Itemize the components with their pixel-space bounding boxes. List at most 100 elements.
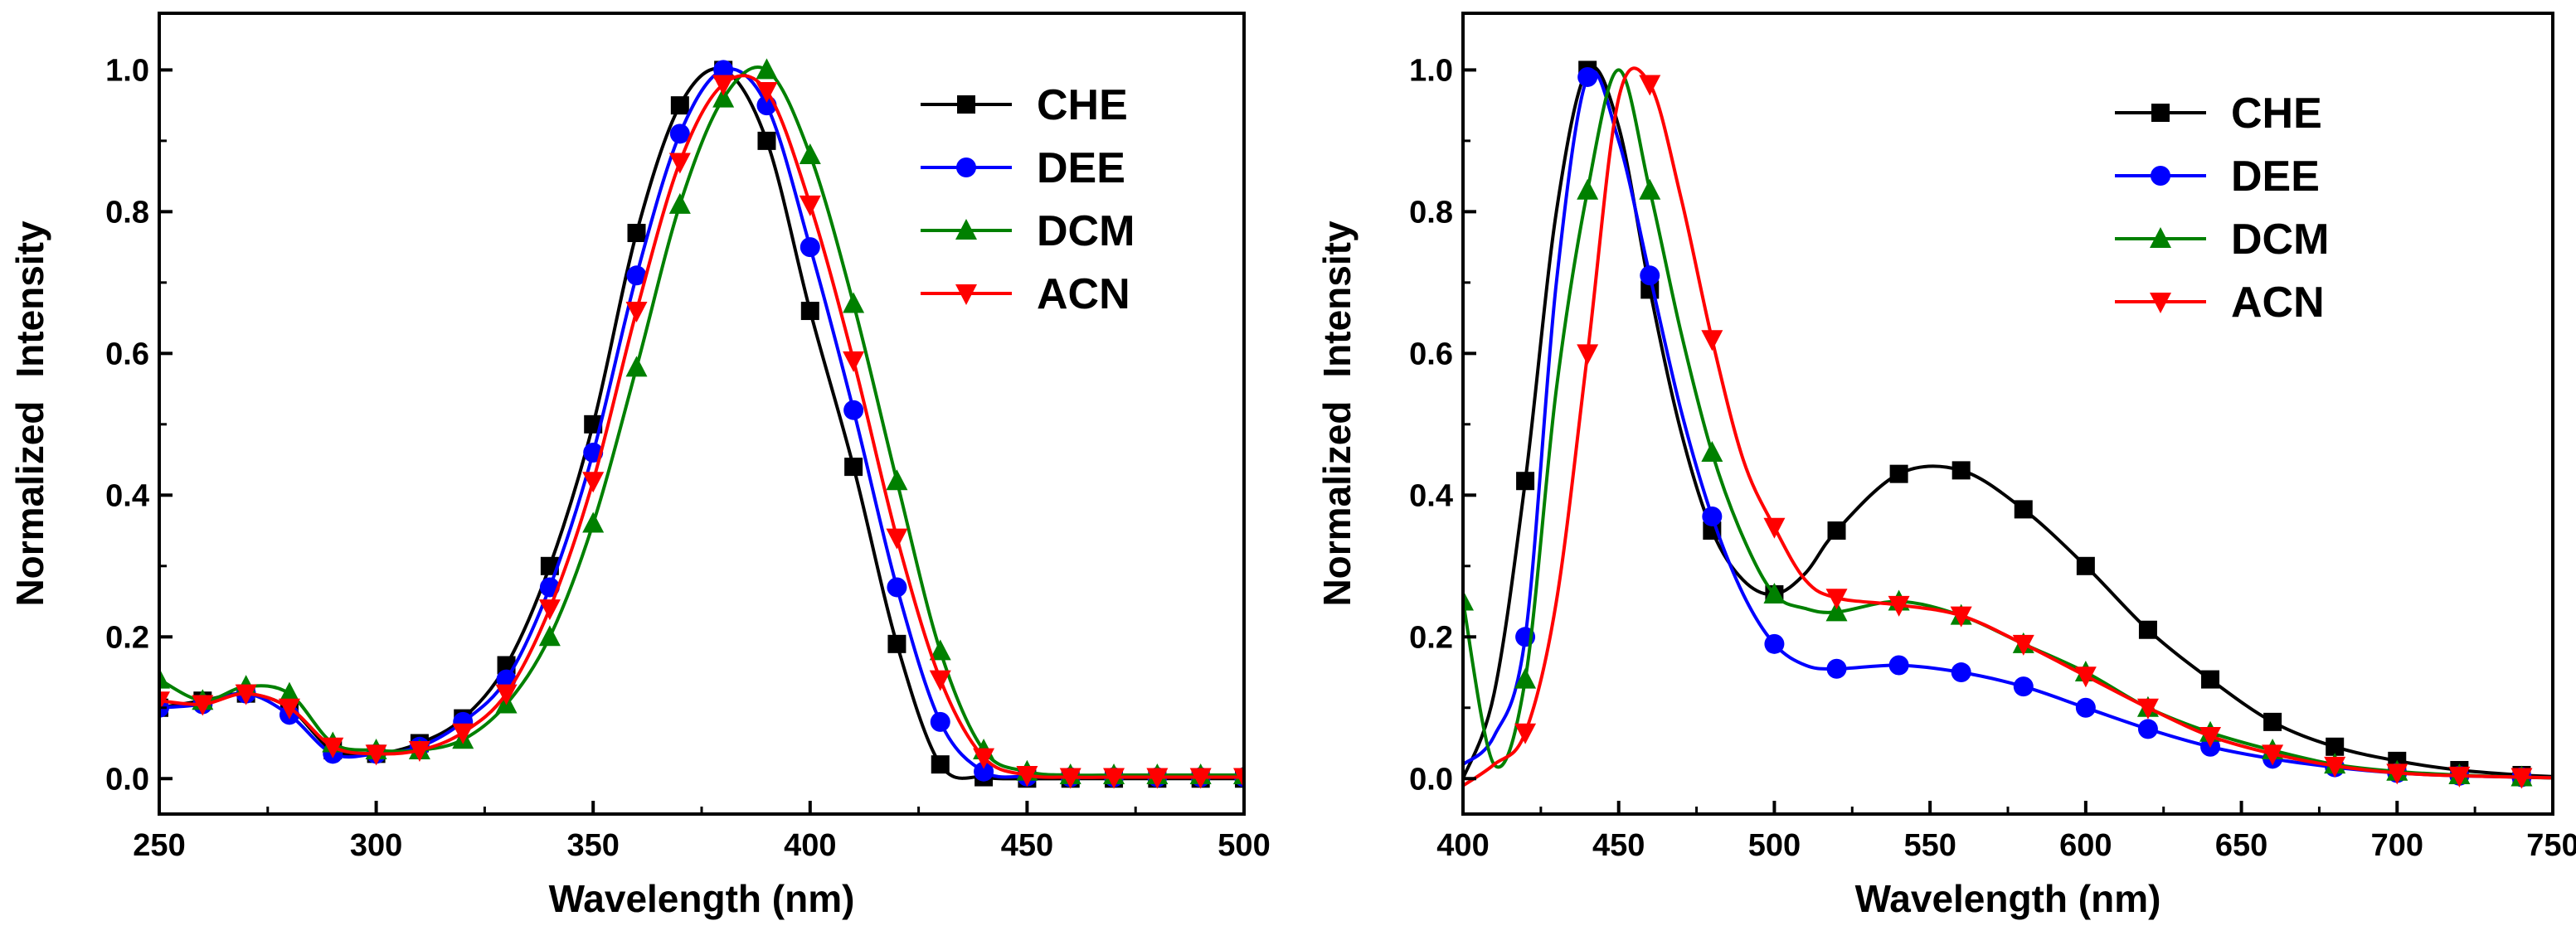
data-point-che: [757, 131, 776, 150]
data-point-acn: [1059, 768, 1081, 789]
legend-item-che: CHE: [921, 81, 1128, 129]
data-point-dcm: [1463, 589, 1474, 611]
legend-marker: [2150, 293, 2171, 313]
data-point-acn: [1103, 768, 1125, 789]
data-point-che: [1889, 464, 1908, 483]
data-point-acn: [1146, 768, 1169, 789]
data-point-acn: [929, 670, 951, 691]
legend-marker: [2151, 166, 2170, 186]
legend-marker: [957, 95, 975, 114]
legend-label: DEE: [2231, 153, 2320, 201]
data-point-acn: [452, 723, 474, 744]
data-point-dee: [2075, 697, 2096, 718]
y-tick-label: 0.2: [1409, 620, 1453, 655]
data-point-acn: [365, 744, 387, 766]
x-tick-label: 600: [2059, 828, 2112, 863]
legend-label: DEE: [1037, 144, 1125, 192]
data-point-dcm: [1701, 441, 1723, 463]
data-point-che: [627, 224, 646, 243]
data-point-dee: [887, 577, 907, 598]
data-point-acn: [1763, 517, 1786, 539]
chart-panel-emission: 400 450 500 550 600 650 700 750 0.0 0.2 0.4 0.6 0.8 1…: [1315, 12, 2576, 920]
data-point-che: [2201, 670, 2220, 689]
series-dcm: [1463, 68, 2553, 787]
y-axis-title: Normalized Intensity: [1315, 221, 1358, 607]
data-point-acn: [886, 528, 908, 550]
y-tick-label: 0.4: [105, 478, 149, 513]
data-point-dee: [1577, 66, 1598, 87]
data-point-dee: [1826, 658, 1847, 679]
data-point-acn: [1825, 589, 1848, 610]
data-point-dee: [1640, 265, 1660, 286]
data-point-dee: [713, 60, 734, 80]
y-tick-label: 1.0: [105, 53, 149, 88]
y-tick-label: 0.8: [105, 195, 149, 230]
data-point-acn: [2012, 634, 2034, 656]
data-point-acn: [278, 698, 300, 720]
legend-marker: [2151, 104, 2170, 122]
data-point-acn: [843, 351, 865, 372]
series-line-che: [1463, 65, 2553, 780]
data-point-acn: [2074, 666, 2097, 688]
data-point-che: [844, 458, 863, 477]
series-acn: [159, 74, 1244, 789]
data-point-dee: [669, 124, 690, 144]
legend-marker: [955, 284, 977, 305]
data-point-che: [2014, 500, 2033, 519]
data-point-acn: [582, 472, 605, 493]
x-tick-label: 750: [2526, 828, 2576, 863]
data-point-acn: [712, 75, 735, 96]
data-point-acn: [538, 599, 561, 621]
x-tick-label: 250: [133, 828, 185, 863]
data-point-dcm: [159, 667, 170, 689]
data-point-dcm: [929, 639, 951, 661]
data-point-acn: [1189, 768, 1212, 789]
legend-label: CHE: [2231, 90, 2322, 138]
y-tick-label: 0.0: [105, 762, 149, 797]
legend-label: CHE: [1037, 81, 1128, 129]
data-point-dcm: [712, 86, 735, 108]
data-point-dee: [974, 761, 994, 782]
x-tick-label: 500: [1218, 828, 1270, 863]
x-tick-label: 400: [784, 828, 836, 863]
x-tick-label: 550: [1903, 828, 1956, 863]
data-point-dee: [2137, 719, 2158, 739]
data-point-acn: [1888, 595, 1910, 617]
data-point-che: [2263, 712, 2282, 731]
data-point-acn: [1514, 723, 1537, 744]
data-point-acn: [235, 684, 257, 705]
data-point-che: [2138, 620, 2157, 639]
series-dee: [1463, 66, 2553, 788]
data-point-acn: [1233, 768, 1244, 789]
y-axis-title-part: Normalized: [8, 401, 51, 607]
legend-marker: [956, 158, 976, 177]
data-point-dee: [1951, 662, 1971, 683]
data-point-dee: [626, 265, 647, 286]
legend-item-acn: ACN: [2115, 279, 2325, 327]
data-point-acn: [2262, 744, 2284, 766]
legend-label: DCM: [2231, 216, 2329, 264]
data-point-acn: [756, 82, 778, 104]
series-line-acn: [1463, 66, 2553, 788]
legend-marker: [2150, 227, 2171, 248]
data-point-dcm: [1825, 600, 1848, 622]
data-point-acn: [2386, 763, 2408, 785]
data-point-che: [1827, 521, 1846, 540]
legend-item-che: CHE: [2115, 90, 2322, 138]
legend: CHE DEE DCM ACN: [2115, 90, 2329, 327]
x-tick-label: 400: [1436, 828, 1489, 863]
y-tick-label: 0.2: [105, 620, 149, 655]
data-point-acn: [973, 748, 995, 769]
legend-item-dee: DEE: [2115, 153, 2320, 201]
data-point-dcm: [278, 681, 300, 703]
x-tick-label: 650: [2215, 828, 2267, 863]
data-point-che: [887, 634, 906, 653]
data-point-dcm: [1514, 667, 1537, 689]
y-tick-label: 0.0: [1409, 762, 1453, 797]
x-tick-label: 450: [1592, 828, 1645, 863]
x-tick-label: 500: [1748, 828, 1801, 863]
series-acn: [1463, 66, 2553, 789]
data-point-acn: [668, 153, 691, 174]
data-point-che: [1951, 461, 1971, 480]
y-tick-label: 0.4: [1409, 478, 1453, 513]
